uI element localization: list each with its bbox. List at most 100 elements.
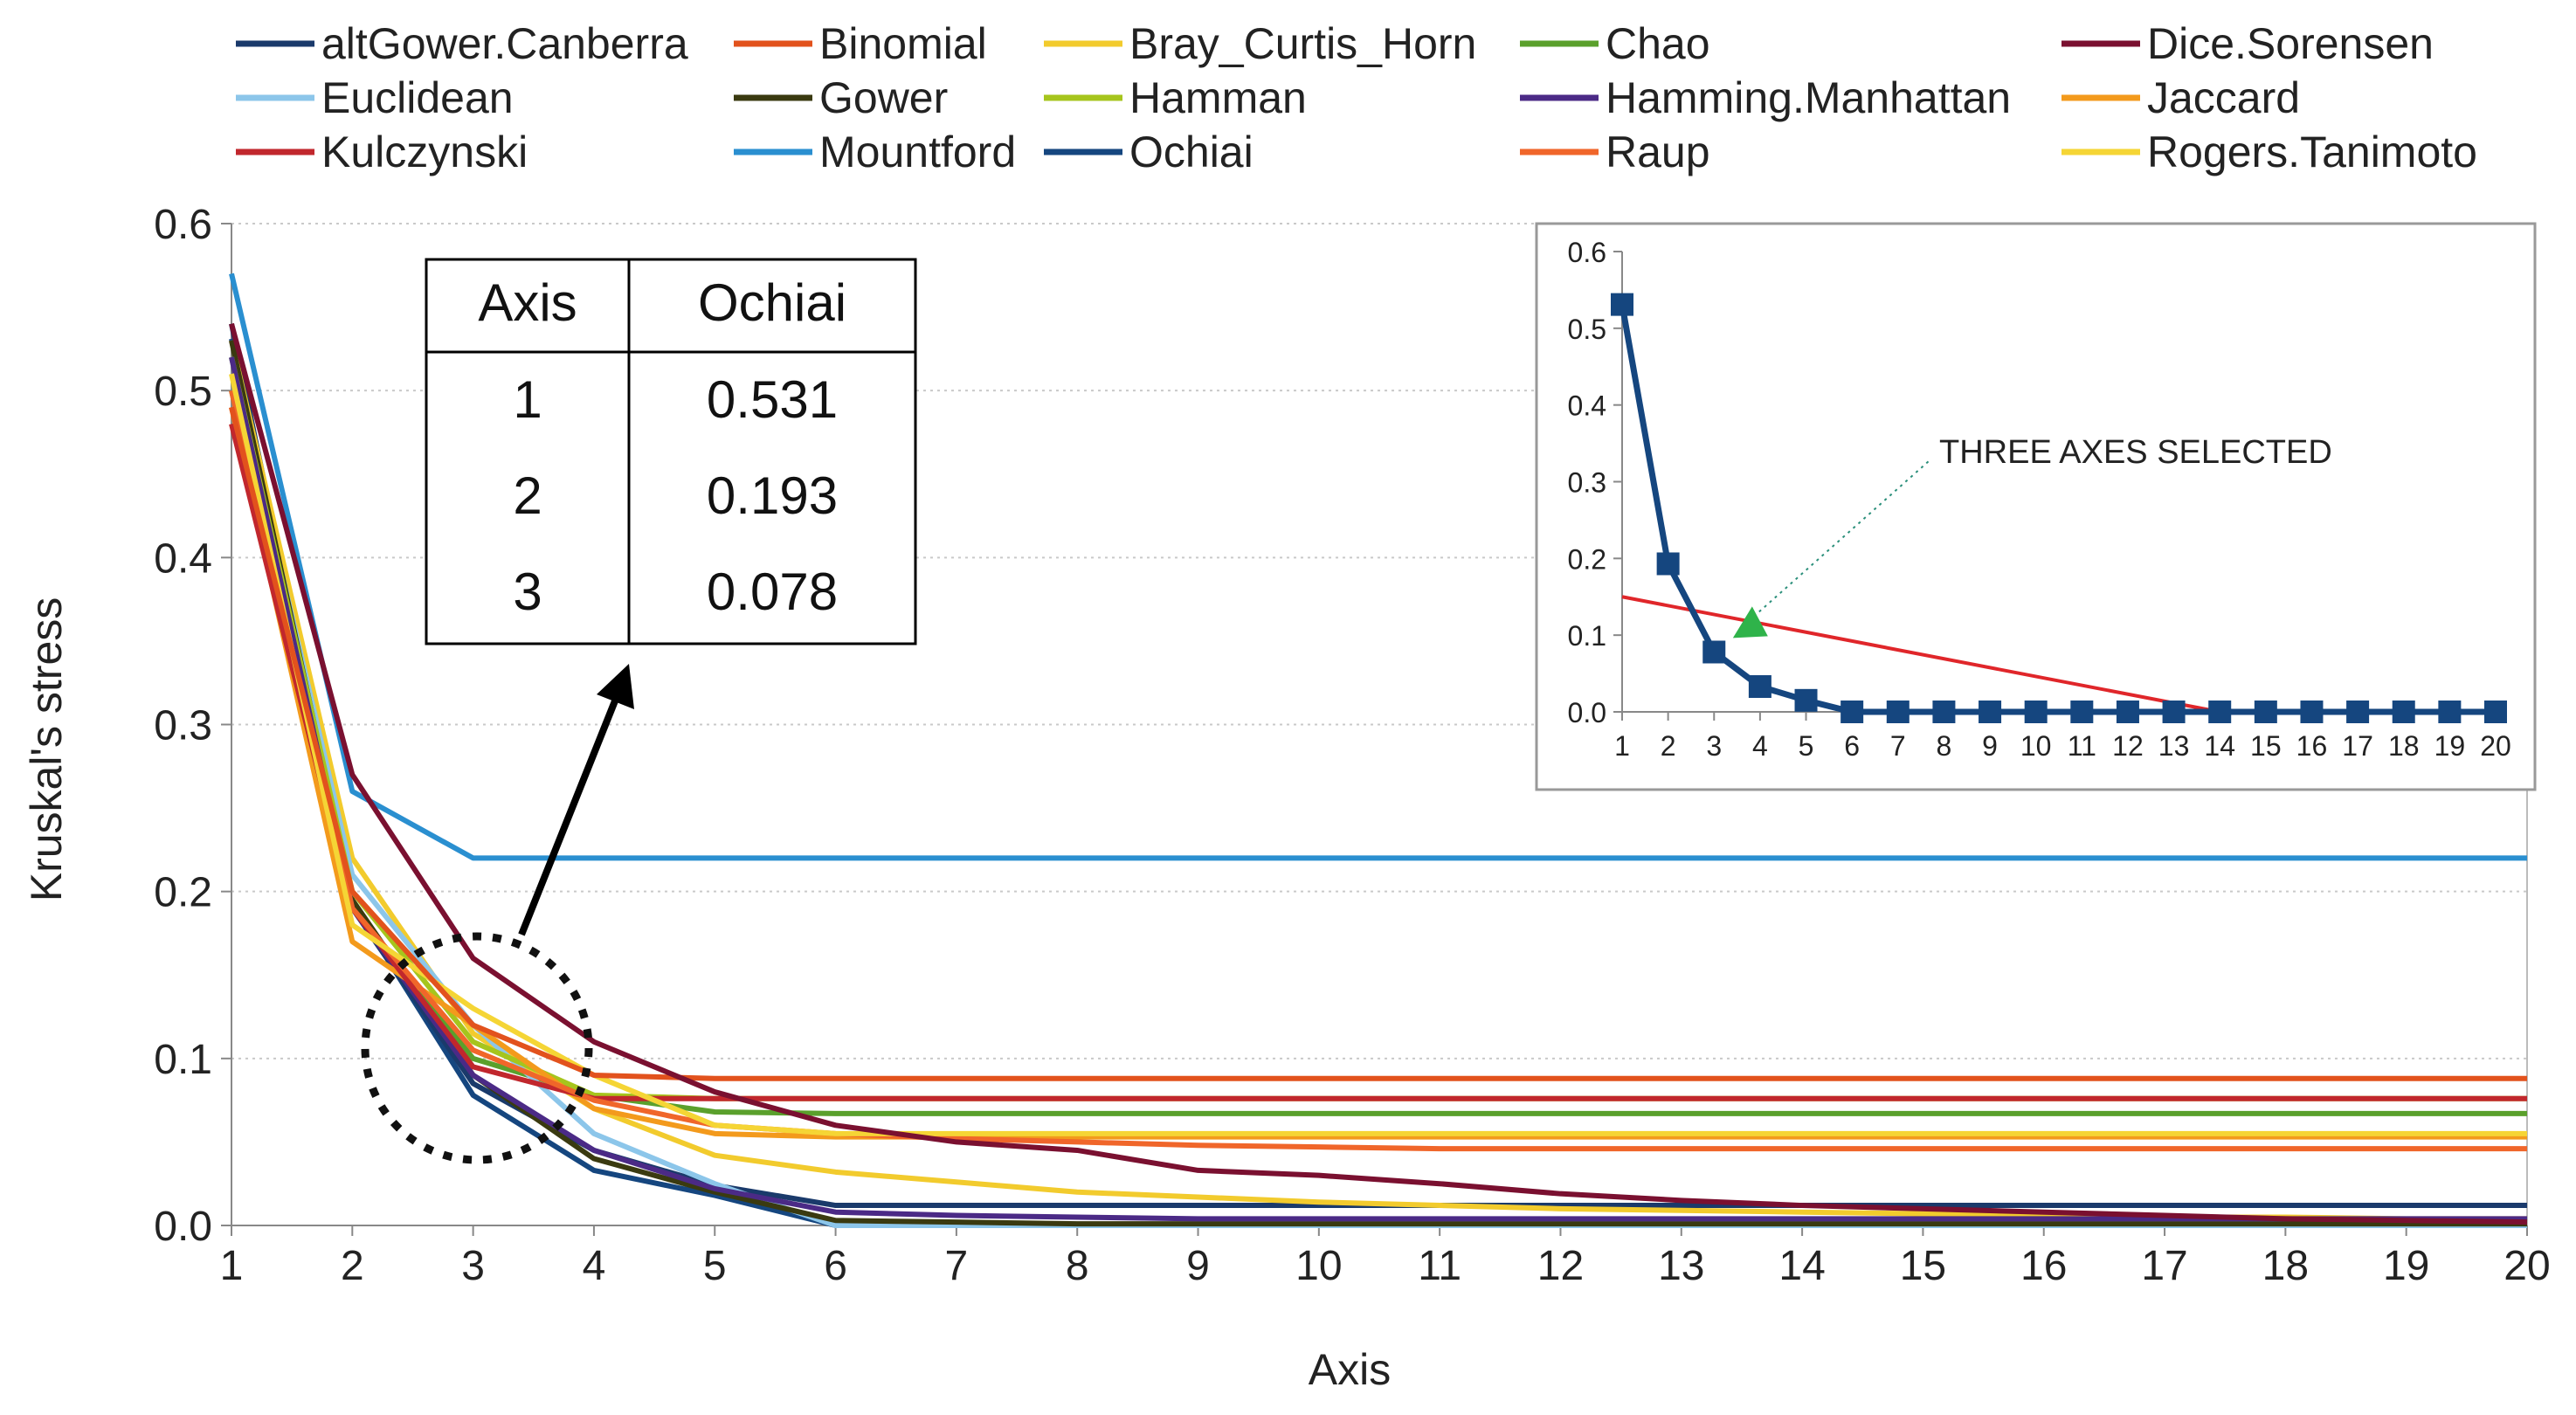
inset-x-tick-label: 9	[1982, 730, 1998, 762]
x-tick-label: 9	[1186, 1243, 1210, 1289]
table-cell: 1	[513, 370, 542, 429]
y-tick-label: 0.3	[154, 703, 212, 749]
series-line-hamming-manhattan	[229, 356, 2527, 1222]
legend-label: Chao	[1606, 19, 1710, 68]
inset-ochiai-marker	[2024, 701, 2048, 723]
callout-arrow-shaft	[518, 697, 619, 936]
inset-ochiai-marker	[1794, 688, 1818, 712]
x-tick-label: 19	[2383, 1243, 2429, 1289]
inset-x-tick-label: 14	[2204, 730, 2235, 762]
inset-x-tick-label: 20	[2480, 730, 2511, 762]
series-line-mountford	[229, 273, 2527, 861]
inset-reference-line	[1621, 595, 2220, 714]
inset-ochiai-marker	[1840, 701, 1864, 723]
inset-ochiai-marker	[1886, 701, 1910, 723]
legend-label: Dice.Sorensen	[2147, 19, 2434, 68]
inset-x-tick-label: 5	[1799, 730, 1814, 762]
x-tick-label: 20	[2503, 1243, 2550, 1289]
x-tick-label: 5	[703, 1243, 727, 1289]
inset-ochiai-marker	[2208, 701, 2232, 723]
table-cell: 2	[513, 466, 542, 525]
inset-x-tick-label: 15	[2250, 730, 2282, 762]
inset-annotation-label: THREE AXES SELECTED	[1939, 434, 2332, 471]
x-tick-label: 16	[2020, 1243, 2067, 1289]
inset-ochiai-marker	[1702, 640, 1726, 664]
series-line-kulczynski	[229, 423, 2527, 1101]
inset-x-tick-label: 1	[1614, 730, 1630, 762]
inset-x-tick-label: 6	[1844, 730, 1860, 762]
x-tick-label: 17	[2141, 1243, 2187, 1289]
x-tick-label: 15	[1900, 1243, 1946, 1289]
x-tick-label: 7	[945, 1243, 969, 1289]
legend-label: altGower.Canberra	[321, 19, 688, 68]
x-axis-label: Axis	[1309, 1345, 1391, 1394]
legend-label: Euclidean	[321, 73, 514, 122]
table-header-axis: Axis	[478, 273, 577, 332]
inset-x-tick-label: 2	[1661, 730, 1676, 762]
highlight-circle	[361, 932, 593, 1164]
legend-label: Hamming.Manhattan	[1606, 73, 2011, 122]
x-tick-label: 12	[1537, 1243, 1584, 1289]
table-cell: 0.531	[707, 370, 838, 429]
main-series	[229, 273, 2528, 1228]
legend-label: Rogers.Tanimoto	[2147, 128, 2477, 176]
y-tick-label: 0.0	[154, 1204, 212, 1250]
inset-ochiai-marker	[2438, 701, 2462, 723]
inset-annotation-leader	[1758, 460, 1930, 613]
y-tick-label: 0.6	[154, 202, 212, 248]
inset-ochiai-marker	[2392, 701, 2415, 723]
inset-ochiai-marker	[1611, 293, 1633, 316]
legend-label: Raup	[1606, 128, 1710, 176]
inset-ochiai-marker	[2116, 701, 2139, 723]
inset-ochiai-marker	[1979, 701, 2002, 723]
inset-y-tick-label: 0.6	[1568, 237, 1606, 268]
inset-ochiai-marker	[2300, 701, 2324, 723]
legend-label: Kulczynski	[321, 128, 528, 176]
x-tick-label: 4	[583, 1243, 606, 1289]
inset-frame	[1535, 222, 2537, 791]
inset-x-tick-label: 10	[2020, 730, 2052, 762]
inset-y-tick-label: 0.3	[1568, 467, 1606, 499]
table-cell: 0.078	[707, 563, 838, 621]
table-cell: 3	[513, 563, 542, 621]
x-tick-label: 6	[824, 1243, 847, 1289]
inset-x-tick-label: 16	[2296, 730, 2328, 762]
inset-ochiai-marker	[1932, 701, 1956, 723]
inset-chart: 0.00.10.20.30.40.50.61 2 3 4 5 6 7 8 9 10 11 12 13 14…	[1535, 222, 2537, 791]
legend: altGower.Canberra Binomial Bray_Curtis_Hor…	[236, 19, 2477, 176]
table-frame	[425, 258, 917, 645]
x-tick-label: 11	[1418, 1243, 1461, 1289]
series-line-binomial	[229, 406, 2527, 1081]
inset-y-tick-label: 0.5	[1568, 314, 1606, 345]
inset-x-tick-label: 19	[2434, 730, 2466, 762]
inset-ochiai-marker	[2254, 701, 2277, 723]
y-tick-label: 0.4	[154, 535, 212, 582]
inset-x-tick-label: 8	[1937, 730, 1952, 762]
series-line-gower	[229, 340, 2527, 1227]
inset-x-tick-label: 17	[2342, 730, 2373, 762]
x-tick-label: 13	[1658, 1243, 1704, 1289]
table-header-ochiai: Ochiai	[698, 273, 846, 332]
inset-ochiai-marker	[2070, 701, 2094, 723]
inset-x-tick-label: 18	[2388, 730, 2420, 762]
inset-x-tick-label: 7	[1890, 730, 1906, 762]
series-line-dice-sorensen	[229, 322, 2528, 1225]
inset-ochiai-marker	[2162, 701, 2186, 723]
legend-label: Gower	[819, 73, 948, 122]
legend-label: Binomial	[819, 19, 987, 68]
y-tick-label: 0.1	[154, 1037, 212, 1083]
x-tick-label: 14	[1778, 1243, 1825, 1289]
inset-y-tick-label: 0.4	[1568, 390, 1606, 422]
main-gridlines	[231, 223, 2527, 1060]
inset-ochiai-marker	[2346, 701, 2370, 723]
inset-y-tick-label: 0.1	[1568, 620, 1606, 652]
inset-series	[1611, 293, 2507, 723]
legend-label: Jaccard	[2147, 73, 2300, 122]
x-tick-label: 8	[1066, 1243, 1089, 1289]
y-tick-label: 0.2	[154, 870, 212, 916]
table-cell: 0.193	[707, 466, 838, 525]
x-tick-label: 3	[461, 1243, 485, 1289]
inset-x-tick-label: 12	[2112, 730, 2144, 762]
